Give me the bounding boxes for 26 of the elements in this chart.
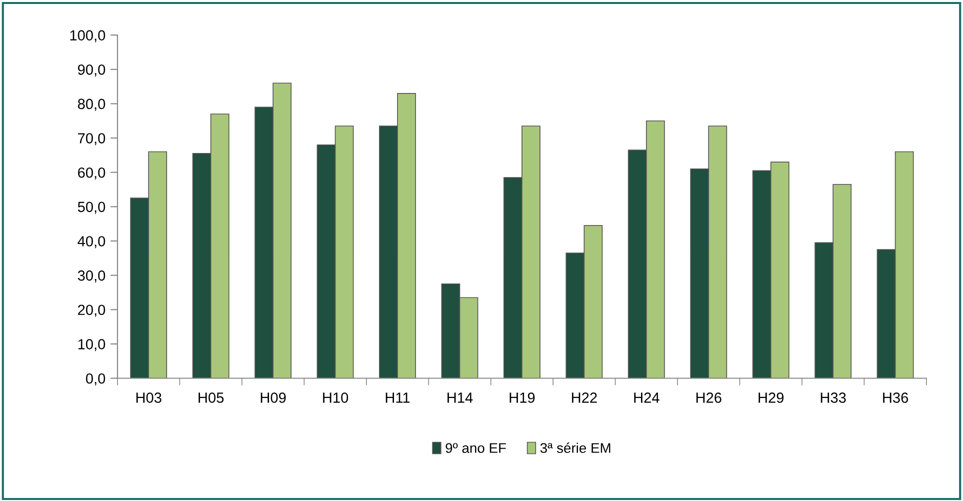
y-tick-label: 50,0 — [78, 202, 106, 214]
y-tick-label: 20,0 — [78, 304, 106, 317]
x-tick-label: H09 — [260, 392, 286, 403]
y-tick-label: 40,0 — [78, 236, 106, 248]
x-tick-label: H29 — [758, 392, 784, 403]
x-tick-label: H33 — [820, 392, 846, 403]
legend-label: 3ª série EM — [540, 442, 610, 453]
x-tick-label: H24 — [634, 392, 660, 403]
y-tick-label: 0,0 — [86, 373, 106, 386]
y-tick-label: 30,0 — [78, 270, 106, 282]
y-tick-label: 90,0 — [78, 64, 106, 77]
y-tick-label: 100,0 — [70, 30, 106, 42]
x-tick-label: H05 — [198, 392, 224, 403]
y-tick-label: 70,0 — [78, 133, 106, 146]
x-tick-label: H10 — [323, 392, 348, 403]
legend-label: 9º ano EF — [446, 443, 506, 453]
x-tick-label: H19 — [510, 392, 535, 403]
y-tick-label: 10,0 — [78, 339, 106, 352]
y-tick-label: 80,0 — [78, 98, 106, 111]
x-tick-label: H03 — [136, 392, 162, 403]
x-tick-label: H26 — [696, 392, 722, 403]
x-tick-label: H14 — [448, 392, 473, 403]
x-tick-label: H11 — [386, 392, 410, 403]
x-tick-label: H22 — [572, 392, 597, 403]
x-tick-label: H36 — [883, 392, 908, 403]
y-tick-label: 60,0 — [78, 167, 106, 180]
